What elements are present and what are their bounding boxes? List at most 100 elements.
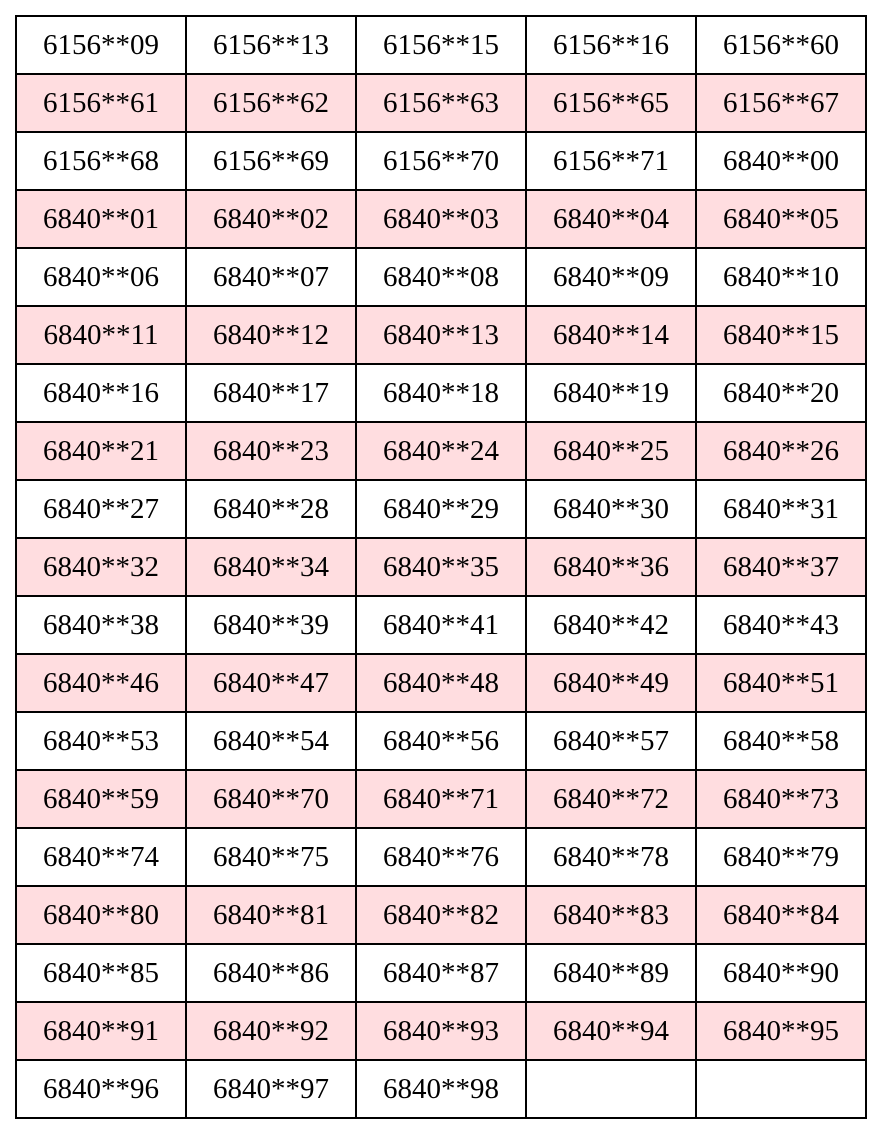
table-cell: 6840**48 bbox=[355, 653, 527, 713]
table-cell: 6840**96 bbox=[15, 1059, 187, 1119]
code-table: 6156**09 6156**13 6156**15 6156**16 6156**60… bbox=[15, 15, 867, 1119]
table-cell: 6840**46 bbox=[15, 653, 187, 713]
table-cell: 6840**19 bbox=[525, 363, 697, 423]
table-row: 6840**85 6840**86 6840**87 6840**89 6840**90 bbox=[15, 943, 867, 1003]
table-cell: 6840**82 bbox=[355, 885, 527, 945]
table-cell: 6156**61 bbox=[15, 73, 187, 133]
table-cell: 6156**16 bbox=[525, 15, 697, 75]
table-cell: 6840**42 bbox=[525, 595, 697, 655]
table-cell: 6840**81 bbox=[185, 885, 357, 945]
table-cell: 6840**24 bbox=[355, 421, 527, 481]
table-cell: 6840**30 bbox=[525, 479, 697, 539]
table-cell: 6840**28 bbox=[185, 479, 357, 539]
table-cell: 6156**71 bbox=[525, 131, 697, 191]
table-cell: 6840**85 bbox=[15, 943, 187, 1003]
table-cell: 6840**31 bbox=[695, 479, 867, 539]
table-cell: 6840**57 bbox=[525, 711, 697, 771]
table-cell: 6840**94 bbox=[525, 1001, 697, 1061]
table-cell: 6840**27 bbox=[15, 479, 187, 539]
table-cell: 6840**36 bbox=[525, 537, 697, 597]
table-cell bbox=[695, 1059, 867, 1119]
table-cell: 6840**15 bbox=[695, 305, 867, 365]
table-cell: 6840**73 bbox=[695, 769, 867, 829]
table-cell: 6840**34 bbox=[185, 537, 357, 597]
table-cell: 6840**32 bbox=[15, 537, 187, 597]
table-cell: 6840**54 bbox=[185, 711, 357, 771]
table-cell: 6840**41 bbox=[355, 595, 527, 655]
table-row: 6840**32 6840**34 6840**35 6840**36 6840**37 bbox=[15, 537, 867, 597]
table-cell: 6840**23 bbox=[185, 421, 357, 481]
table-cell: 6156**67 bbox=[695, 73, 867, 133]
table-cell: 6156**70 bbox=[355, 131, 527, 191]
table-cell: 6840**71 bbox=[355, 769, 527, 829]
table-cell: 6840**56 bbox=[355, 711, 527, 771]
table-cell: 6840**06 bbox=[15, 247, 187, 307]
table-cell: 6840**89 bbox=[525, 943, 697, 1003]
table-cell: 6840**80 bbox=[15, 885, 187, 945]
table-row: 6840**01 6840**02 6840**03 6840**04 6840**05 bbox=[15, 189, 867, 249]
table-cell: 6156**15 bbox=[355, 15, 527, 75]
table-cell: 6840**09 bbox=[525, 247, 697, 307]
table-cell: 6840**76 bbox=[355, 827, 527, 887]
table-cell: 6840**05 bbox=[695, 189, 867, 249]
table-cell: 6840**11 bbox=[15, 305, 187, 365]
table-cell: 6840**72 bbox=[525, 769, 697, 829]
table-cell: 6840**16 bbox=[15, 363, 187, 423]
table-cell: 6840**02 bbox=[185, 189, 357, 249]
table-cell: 6840**79 bbox=[695, 827, 867, 887]
table-cell: 6840**75 bbox=[185, 827, 357, 887]
table-cell: 6156**63 bbox=[355, 73, 527, 133]
table-cell: 6840**70 bbox=[185, 769, 357, 829]
table-cell: 6840**14 bbox=[525, 305, 697, 365]
table-cell: 6156**68 bbox=[15, 131, 187, 191]
table-cell: 6840**35 bbox=[355, 537, 527, 597]
table-cell: 6840**39 bbox=[185, 595, 357, 655]
table-cell: 6840**10 bbox=[695, 247, 867, 307]
table-row: 6840**74 6840**75 6840**76 6840**78 6840**79 bbox=[15, 827, 867, 887]
table-row: 6156**09 6156**13 6156**15 6156**16 6156**60 bbox=[15, 15, 867, 75]
table-cell: 6840**47 bbox=[185, 653, 357, 713]
table-cell: 6840**78 bbox=[525, 827, 697, 887]
table-cell: 6840**00 bbox=[695, 131, 867, 191]
table-row: 6840**16 6840**17 6840**18 6840**19 6840**20 bbox=[15, 363, 867, 423]
table-row: 6840**53 6840**54 6840**56 6840**57 6840**58 bbox=[15, 711, 867, 771]
table-row: 6840**27 6840**28 6840**29 6840**30 6840**31 bbox=[15, 479, 867, 539]
table-cell bbox=[525, 1059, 697, 1119]
table-cell: 6840**13 bbox=[355, 305, 527, 365]
table-cell: 6840**86 bbox=[185, 943, 357, 1003]
table-cell: 6840**01 bbox=[15, 189, 187, 249]
table-row: 6840**38 6840**39 6840**41 6840**42 6840**43 bbox=[15, 595, 867, 655]
table-row: 6156**61 6156**62 6156**63 6156**65 6156**67 bbox=[15, 73, 867, 133]
table-cell: 6156**69 bbox=[185, 131, 357, 191]
table-cell: 6840**98 bbox=[355, 1059, 527, 1119]
table-cell: 6840**49 bbox=[525, 653, 697, 713]
table-row: 6840**06 6840**07 6840**08 6840**09 6840**10 bbox=[15, 247, 867, 307]
table-cell: 6840**20 bbox=[695, 363, 867, 423]
table-cell: 6840**04 bbox=[525, 189, 697, 249]
table-cell: 6840**84 bbox=[695, 885, 867, 945]
table-cell: 6840**25 bbox=[525, 421, 697, 481]
table-cell: 6840**03 bbox=[355, 189, 527, 249]
table-cell: 6840**07 bbox=[185, 247, 357, 307]
table-cell: 6840**93 bbox=[355, 1001, 527, 1061]
table-cell: 6840**74 bbox=[15, 827, 187, 887]
table-cell: 6840**83 bbox=[525, 885, 697, 945]
table-cell: 6840**92 bbox=[185, 1001, 357, 1061]
table-cell: 6840**08 bbox=[355, 247, 527, 307]
table-cell: 6840**38 bbox=[15, 595, 187, 655]
table-row: 6840**91 6840**92 6840**93 6840**94 6840**95 bbox=[15, 1001, 867, 1061]
table-cell: 6156**13 bbox=[185, 15, 357, 75]
table-cell: 6840**91 bbox=[15, 1001, 187, 1061]
table-cell: 6840**97 bbox=[185, 1059, 357, 1119]
table-cell: 6840**87 bbox=[355, 943, 527, 1003]
table-cell: 6840**21 bbox=[15, 421, 187, 481]
table-cell: 6840**53 bbox=[15, 711, 187, 771]
table-cell: 6840**18 bbox=[355, 363, 527, 423]
table-cell: 6840**43 bbox=[695, 595, 867, 655]
table-cell: 6840**58 bbox=[695, 711, 867, 771]
table-cell: 6156**60 bbox=[695, 15, 867, 75]
table-cell: 6156**65 bbox=[525, 73, 697, 133]
table-cell: 6156**62 bbox=[185, 73, 357, 133]
table-cell: 6840**95 bbox=[695, 1001, 867, 1061]
table-row: 6156**68 6156**69 6156**70 6156**71 6840**00 bbox=[15, 131, 867, 191]
